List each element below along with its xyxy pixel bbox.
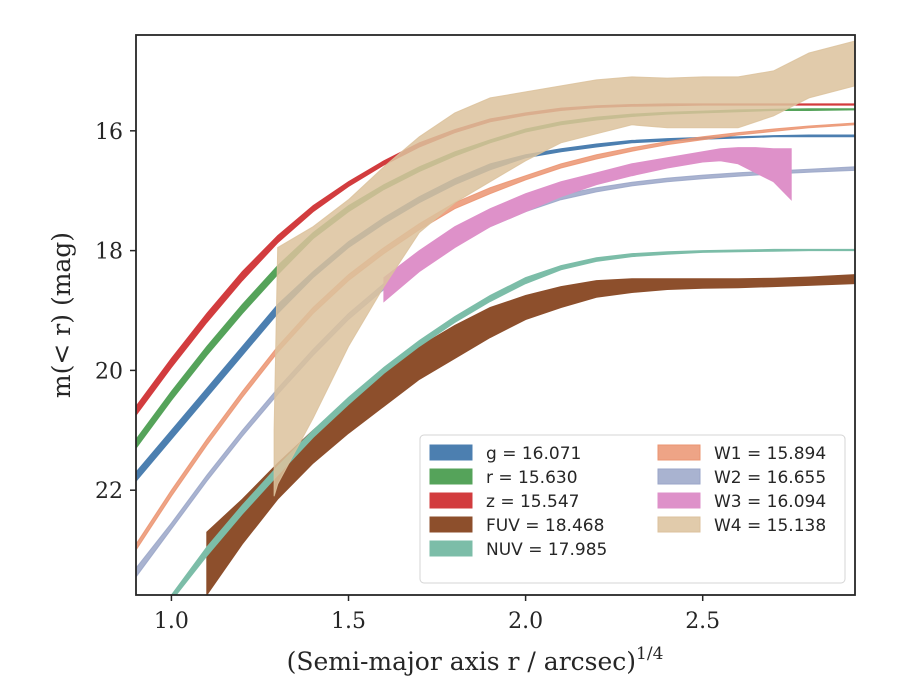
legend-label: W4 = 15.138 (714, 516, 826, 536)
x-axis-label-exponent: 1/4 (636, 644, 663, 664)
series-band-2 (136, 103, 855, 417)
legend-label: W3 = 16.094 (714, 492, 826, 512)
plot-frame (135, 34, 856, 596)
legend: g = 16.071 r = 15.630 z = 15.547 FUV = 18.4… (419, 434, 846, 584)
y-tick-label: 16 (95, 120, 123, 145)
x-tick-label: 2.5 (685, 609, 720, 634)
legend-swatch (657, 444, 701, 461)
legend-label: g = 16.071 (486, 444, 581, 464)
legend-swatch (429, 540, 473, 557)
x-tick-label: 1.5 (331, 609, 366, 634)
y-tick-label: 18 (95, 240, 123, 265)
series-band-7 (383, 147, 792, 303)
series-layer (136, 40, 855, 595)
legend-label: NUV = 17.985 (486, 540, 607, 560)
legend-box (419, 434, 846, 584)
legend-label: r = 15.630 (486, 468, 578, 488)
legend-swatch (429, 444, 473, 461)
ticks-layer: 1.0 1.5 2.0 2.5 16 18 20 22 (95, 120, 720, 634)
series-band-8 (273, 40, 855, 497)
x-tick-label: 1.0 (154, 609, 189, 634)
legend-swatch (429, 492, 473, 509)
x-axis-label: (Semi-major axis r / arcsec)1/4 (287, 644, 664, 676)
legend-label: W2 = 16.655 (714, 468, 826, 488)
legend-label: FUV = 18.468 (486, 516, 604, 536)
legend-label: z = 15.547 (486, 492, 579, 512)
legend-swatch (657, 492, 701, 509)
legend-swatch (657, 468, 701, 485)
x-tick-label: 2.0 (508, 609, 543, 634)
legend-swatch (429, 516, 473, 533)
legend-label: W1 = 15.894 (714, 444, 826, 464)
legend-swatch (429, 468, 473, 485)
legend-swatch (657, 516, 701, 533)
series-band-3 (206, 274, 855, 595)
y-tick-label: 22 (95, 479, 123, 504)
y-axis-label: m(< r) (mag) (47, 232, 76, 398)
y-tick-label: 20 (95, 359, 123, 384)
series-band-4 (170, 248, 855, 595)
